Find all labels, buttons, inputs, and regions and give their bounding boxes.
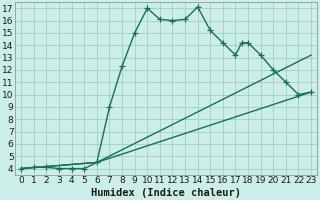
X-axis label: Humidex (Indice chaleur): Humidex (Indice chaleur): [91, 188, 241, 198]
